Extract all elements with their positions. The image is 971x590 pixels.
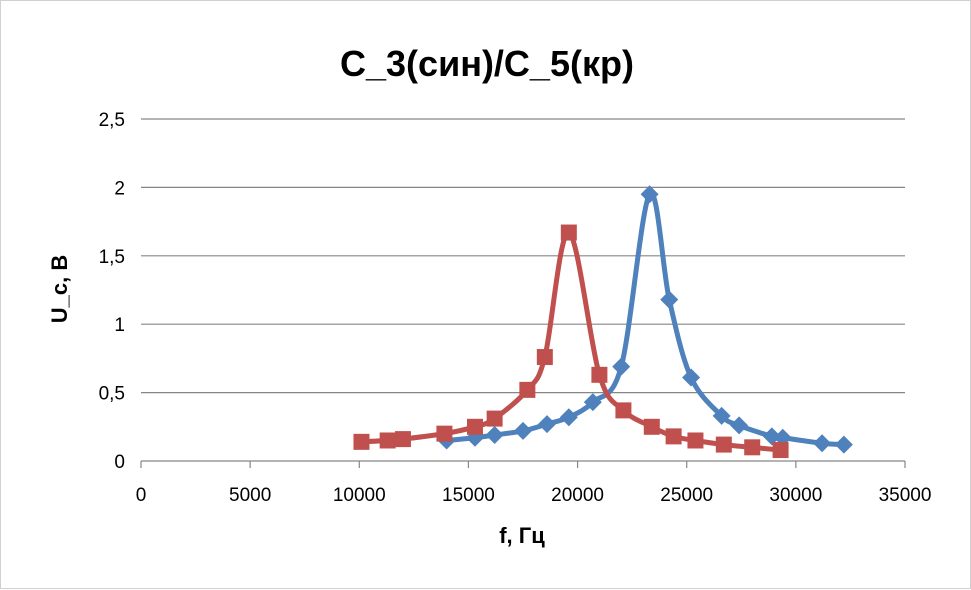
axes <box>140 460 906 468</box>
data-point-diamond <box>762 427 781 446</box>
data-point-square <box>665 428 682 445</box>
data-point-square <box>715 436 732 453</box>
y-tick-label: 1 <box>114 315 125 336</box>
data-point-diamond <box>514 421 532 440</box>
data-point-square <box>591 366 608 383</box>
data-point-square <box>687 432 704 449</box>
data-point-diamond <box>730 416 749 435</box>
chart-title: C_3(син)/C_5(кр) <box>340 43 634 84</box>
y-tick-label: 0 <box>114 452 125 473</box>
data-point-diamond <box>485 426 504 445</box>
x-tick-label: 0 <box>136 485 147 506</box>
data-point-diamond <box>538 415 557 434</box>
data-point-diamond <box>660 290 679 309</box>
data-point-square <box>744 439 761 456</box>
data-point-square <box>772 442 789 459</box>
y-tick-label: 0,5 <box>99 384 125 405</box>
data-point-diamond <box>813 434 832 453</box>
x-tick-label: 5000 <box>229 485 271 506</box>
data-point-diamond <box>559 408 578 427</box>
data-point-square <box>466 418 483 435</box>
data-point-square <box>379 432 396 449</box>
data-point-square <box>353 433 370 450</box>
data-point-square <box>394 431 411 448</box>
x-tick-label: 25000 <box>660 485 713 506</box>
data-point-square <box>536 349 553 366</box>
data-point-diamond <box>583 393 602 412</box>
x-tick-label: 20000 <box>551 485 604 506</box>
marker-layer <box>353 185 853 459</box>
data-point-diamond <box>834 435 853 454</box>
x-axis-label: f, Гц <box>499 523 545 548</box>
y-tick-label: 1,5 <box>99 247 125 268</box>
series-layer <box>358 190 847 453</box>
data-point-diamond <box>640 185 659 204</box>
data-point-square <box>436 425 453 442</box>
y-axis-label: U_c, В <box>47 255 72 323</box>
data-point-square <box>486 410 503 427</box>
x-tick-label: 10000 <box>333 485 386 506</box>
data-point-square <box>560 224 577 241</box>
data-point-diamond <box>682 368 701 387</box>
x-tick-label: 35000 <box>879 485 932 506</box>
data-point-square <box>615 402 632 419</box>
x-tick-label: 30000 <box>769 485 822 506</box>
tick-labels: 0 0,5 1 1,5 2 2,5 0 5000 10000 15000 20000 25000 300… <box>99 110 932 506</box>
gridlines <box>141 118 905 394</box>
data-point-diamond <box>712 406 731 425</box>
y-tick-label: 2,5 <box>99 110 125 131</box>
x-tick-label: 15000 <box>442 485 495 506</box>
data-point-diamond <box>612 357 631 376</box>
data-point-square <box>643 418 660 435</box>
y-tick-label: 2 <box>114 178 125 199</box>
data-point-square <box>519 381 536 398</box>
